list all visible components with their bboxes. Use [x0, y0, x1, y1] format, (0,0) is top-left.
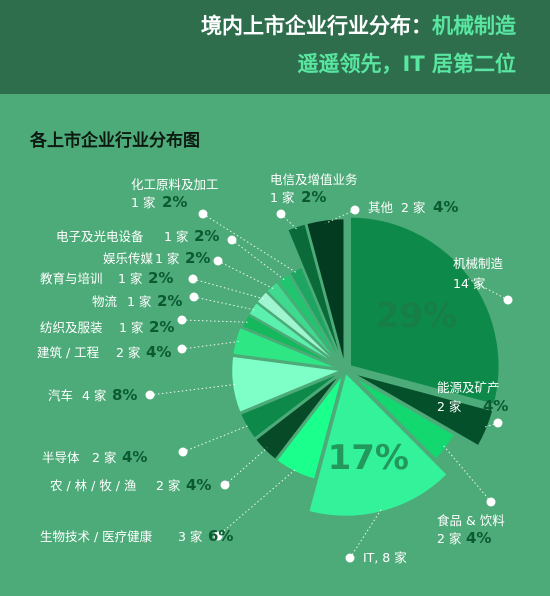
- slice-percent-label: 2%: [162, 193, 187, 211]
- headline-prefix: 境内上市企业行业分布：: [201, 14, 432, 38]
- leader-line: [192, 278, 264, 300]
- leader-dot: [145, 390, 155, 400]
- leader-dot: [227, 235, 237, 245]
- slice-count-label: 1 家: [270, 190, 295, 205]
- slice-name-label: 化工原料及加工: [131, 177, 219, 192]
- slice-count-label: 1 家: [155, 251, 180, 266]
- pie-slice: [348, 215, 502, 407]
- leader-line: [224, 447, 268, 486]
- slice-percent-label: 4%: [186, 476, 211, 494]
- leader-dot: [345, 553, 355, 563]
- pie-slice: [306, 369, 450, 519]
- slice-name-label: 物流: [92, 294, 118, 309]
- slice-name-label: 电子及光电设备: [56, 229, 144, 244]
- leader-line: [181, 341, 239, 350]
- slice-name-label: 农 / 林 / 牧 / 渔: [50, 478, 136, 493]
- slice-count-label: 3 家: [178, 529, 203, 544]
- slice-name-label: 食品 & 饮料: [437, 513, 505, 528]
- slice-percent-label: 2%: [149, 318, 174, 336]
- leader-dot: [189, 292, 199, 302]
- slice-count-label: 2 家: [92, 450, 117, 465]
- slice-name-label: 纺织及服装: [40, 320, 103, 335]
- chart-title: 各上市企业行业分布图: [30, 131, 200, 151]
- leader-dot: [177, 344, 187, 354]
- slice-count-label: 1 家: [119, 320, 144, 335]
- leader-line: [217, 468, 297, 537]
- slice-count-label: 14 家: [453, 276, 486, 291]
- slice-count-label: 1 家: [131, 195, 156, 210]
- leader-line: [193, 296, 256, 311]
- pie-slice: [304, 216, 346, 369]
- leader-line: [442, 445, 492, 503]
- leader-dot: [178, 447, 188, 457]
- slice-name-label: 半导体: [42, 450, 80, 465]
- slice-name-label: 电信及增值业务: [270, 172, 358, 187]
- headline-line-1: 境内上市企业行业分布：机械制造: [201, 10, 516, 40]
- leader-line: [149, 383, 237, 396]
- slice-percent-label: 4%: [146, 343, 171, 361]
- slice-name-label: 其他: [368, 200, 394, 215]
- slice-percent-label: 2%: [185, 249, 210, 267]
- slice-name-label: 娱乐传媒: [103, 251, 154, 266]
- slice-name-label: 教育与培训: [40, 271, 103, 286]
- leader-dot: [503, 295, 513, 305]
- slice-count-label: 2 家: [437, 399, 462, 414]
- leader-dot: [220, 480, 230, 490]
- leader-line: [217, 260, 275, 290]
- slice-name-label: 生物技术 / 医疗健康: [40, 529, 153, 544]
- leader-dot: [213, 256, 223, 266]
- slice-count-label: 4 家: [82, 388, 107, 403]
- slice-count-label: 2 家: [437, 531, 462, 546]
- leader-line: [349, 507, 383, 559]
- leader-line: [465, 277, 509, 301]
- slice-percent-label: 2%: [194, 227, 219, 245]
- leader-dot: [177, 315, 187, 325]
- slice-count-label: IT, 8 家: [363, 550, 407, 565]
- slice-count-label: 2 家: [401, 200, 426, 215]
- slice-count-label: 1 家: [118, 271, 143, 286]
- leader-line: [325, 209, 356, 224]
- slice-percent-large: 17%: [328, 438, 409, 478]
- slice-percent-label: 6%: [208, 527, 233, 545]
- leader-line: [231, 239, 286, 281]
- leader-line: [181, 319, 249, 323]
- leader-dot: [188, 274, 198, 284]
- leader-line: [182, 424, 250, 453]
- leader-dot: [350, 205, 360, 215]
- slice-count-label: 2 家: [116, 345, 141, 360]
- slice-count-label: 1 家: [164, 229, 189, 244]
- slice-percent-label: 4%: [466, 529, 491, 547]
- leader-line: [483, 422, 499, 428]
- slice-percent-large: 29%: [376, 296, 457, 336]
- slice-name-label: 机械制造: [453, 256, 504, 271]
- leader-dot: [493, 418, 503, 428]
- slice-count-label: 1 家: [127, 294, 152, 309]
- slice-percent-label: 4%: [483, 397, 508, 415]
- leader-line: [202, 213, 298, 274]
- headline-line-2: 遥遥领先，IT 居第二位: [297, 52, 516, 76]
- slice-percent-label: 2%: [301, 188, 326, 206]
- pie-slice: [348, 372, 458, 462]
- leader-dot: [198, 209, 208, 219]
- header-banner: 境内上市企业行业分布：机械制造 遥遥领先，IT 居第二位: [0, 0, 550, 94]
- leader-dot: [213, 531, 223, 541]
- slice-name-label: 能源及矿产: [437, 380, 500, 395]
- slice-name-label: 汽车: [48, 388, 73, 403]
- slice-count-label: 2 家: [156, 478, 181, 493]
- slice-percent-label: 8%: [112, 386, 137, 404]
- headline-highlight: 机械制造: [432, 14, 516, 38]
- slice-percent-label: 4%: [433, 198, 458, 216]
- slice-percent-label: 2%: [148, 269, 173, 287]
- leader-dot: [276, 209, 286, 219]
- slice-percent-label: 4%: [122, 448, 147, 466]
- slice-percent-label: 2%: [157, 292, 182, 310]
- slice-name-label: 建筑 / 工程: [37, 345, 100, 360]
- leader-dot: [486, 497, 496, 507]
- pie-slice: [348, 370, 496, 449]
